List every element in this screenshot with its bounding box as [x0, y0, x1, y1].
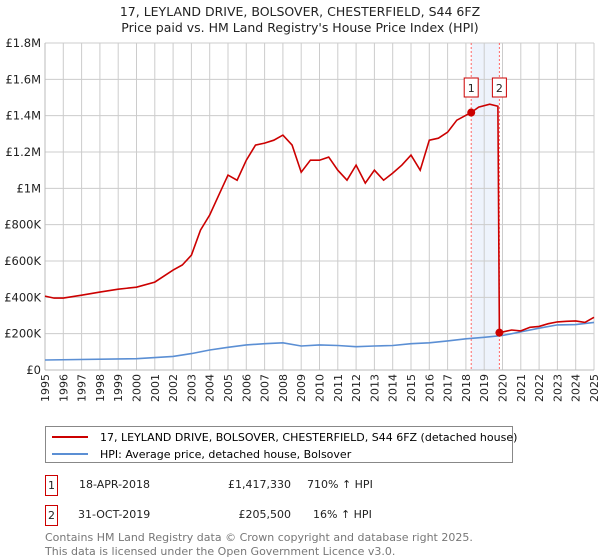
x-tick-label: 2009 [295, 374, 308, 402]
x-tick-label: 2003 [185, 374, 198, 402]
sale-label: 2 [496, 82, 503, 95]
x-tick-label: 2021 [515, 374, 528, 402]
y-tick-label: £1.6M [5, 72, 41, 86]
x-tick-label: 2022 [533, 374, 546, 402]
sale-label-box [463, 77, 479, 98]
y-tick-label: £400K [4, 290, 41, 304]
legend-hpi: HPI: Average price, detached house, Bols… [100, 447, 352, 461]
legend: 17, LEYLAND DRIVE, BOLSOVER, CHESTERFIEL… [45, 426, 517, 463]
footer-copyright: Contains HM Land Registry data © Crown c… [45, 531, 473, 544]
transaction-hpi: 710% ↑ HPI [307, 478, 373, 491]
x-tick-label: 2008 [277, 374, 290, 402]
price-chart: £0 £200K £400K £600K £800K £1M £1.2M £1.4M £1.6M… [4, 36, 600, 402]
y-tick-label: £1.8M [5, 36, 41, 50]
transaction-date: 31-OCT-2019 [78, 508, 151, 521]
y-tick-label: £0 [26, 363, 41, 377]
hpi-line [44, 321, 595, 361]
sale-label: 1 [468, 82, 475, 95]
x-tick-label: 1996 [57, 374, 70, 402]
property-price-line [44, 103, 595, 334]
y-tick-label: £1.4M [5, 109, 41, 123]
sale-point [495, 328, 504, 337]
transaction-hpi: 16% ↑ HPI [313, 508, 372, 521]
x-tick-label: 2010 [314, 374, 327, 402]
x-tick-label: 2013 [368, 374, 381, 402]
x-tick-label: 1997 [76, 374, 89, 402]
x-tick-label: 2020 [497, 374, 510, 402]
x-tick-label: 2007 [259, 374, 272, 402]
legend-property: 17, LEYLAND DRIVE, BOLSOVER, CHESTERFIEL… [100, 430, 518, 444]
x-tick-label: 2002 [167, 374, 180, 402]
x-tick-label: 1999 [112, 374, 125, 402]
x-tick-label: 2025 [588, 374, 600, 402]
x-tick-label: 1998 [94, 374, 107, 402]
x-tick-label: 2019 [478, 374, 491, 402]
y-tick-label: £800K [4, 218, 41, 232]
sale-label-box [491, 77, 507, 98]
x-tick-label: 2001 [149, 374, 162, 402]
y-tick-label: £1M [16, 181, 41, 195]
x-tick-label: 1995 [39, 374, 52, 402]
transaction-badge: 2 [45, 505, 58, 526]
legend-blue-line [52, 453, 88, 455]
x-tick-label: 2024 [570, 374, 583, 402]
x-tick-label: 2006 [240, 374, 253, 402]
chart-title: 17, LEYLAND DRIVE, BOLSOVER, CHESTERFIEL… [119, 4, 481, 19]
x-tick-label: 2023 [551, 374, 564, 402]
footer-licence: This data is licensed under the Open Gov… [45, 545, 396, 558]
legend-red-line [52, 436, 88, 438]
x-tick-label: 2018 [460, 374, 473, 402]
transaction-badge: 1 [45, 475, 58, 496]
x-tick-label: 2012 [350, 374, 363, 402]
transaction-price: £1,417,330 [228, 478, 291, 491]
x-tick-label: 2000 [131, 374, 144, 402]
x-tick-label: 2016 [423, 374, 436, 402]
transaction-price: £205,500 [238, 508, 292, 521]
x-tick-label: 2015 [405, 374, 418, 402]
x-tick-label: 2011 [332, 374, 345, 402]
sale-point [467, 108, 476, 117]
x-tick-label: 2017 [442, 374, 455, 402]
y-tick-label: £200K [4, 327, 41, 341]
x-tick-label: 2004 [204, 374, 217, 402]
y-tick-label: £600K [4, 254, 41, 268]
x-tick-label: 2014 [387, 374, 400, 402]
chart-subtitle: Price paid vs. HM Land Registry's House … [121, 20, 479, 35]
y-tick-label: £1.2M [5, 145, 41, 159]
transaction-date: 18-APR-2018 [79, 478, 151, 491]
x-tick-label: 2005 [222, 374, 235, 402]
